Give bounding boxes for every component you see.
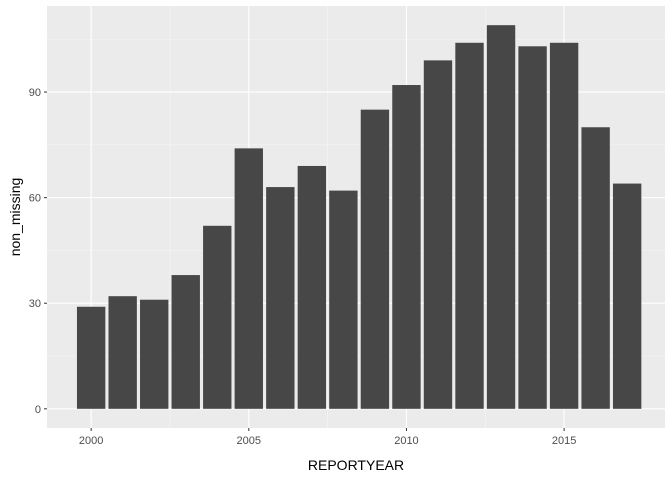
bar-2016 — [581, 127, 610, 409]
bar-2012 — [455, 42, 484, 409]
x-tick-label: 2015 — [552, 435, 576, 447]
bar-2008 — [329, 190, 358, 409]
bar-2003 — [171, 275, 200, 409]
y-tick-label: 30 — [29, 298, 41, 310]
bars — [76, 25, 642, 409]
bar-2006 — [266, 187, 295, 409]
y-tick-label: 90 — [29, 87, 41, 99]
x-tick-label: 2010 — [394, 435, 418, 447]
bar-2000 — [76, 306, 106, 409]
bar-2013 — [486, 25, 516, 409]
bar-2001 — [108, 296, 137, 409]
bar-2017 — [612, 183, 642, 409]
y-axis: 0 30 60 90 — [29, 87, 47, 416]
x-axis: 2000 2005 2010 2015 — [79, 428, 576, 447]
bar-2015 — [549, 42, 579, 409]
y-tick-label: 60 — [29, 193, 41, 205]
bar-2004 — [203, 225, 232, 409]
x-axis-title: REPORTYEAR — [308, 457, 404, 473]
x-tick-label: 2000 — [79, 435, 103, 447]
bar-2002 — [140, 299, 169, 409]
bar-2011 — [423, 60, 453, 409]
bar-2010 — [392, 85, 421, 409]
bar-2007 — [297, 165, 327, 409]
bar-2009 — [360, 109, 390, 409]
y-tick-label: 0 — [35, 404, 41, 416]
y-axis-title: non_missing — [7, 178, 23, 257]
bar-2005 — [234, 148, 263, 409]
x-tick-label: 2005 — [237, 435, 261, 447]
bar-2014 — [518, 46, 547, 409]
